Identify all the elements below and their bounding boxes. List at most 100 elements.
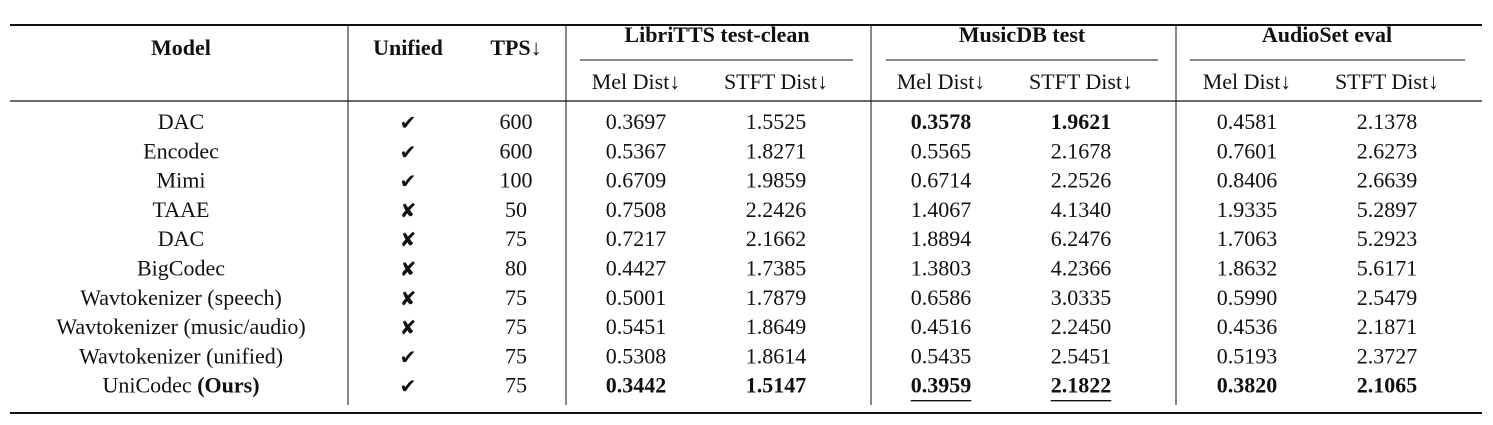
metric-value: 2.3727 — [1357, 343, 1418, 368]
metric-value: 1.9859 — [746, 168, 807, 193]
metric-value: 0.6586 — [911, 285, 972, 310]
metric-value: 2.5479 — [1357, 285, 1418, 310]
model-label: Mimi — [157, 168, 206, 193]
metric-value: 1.3803 — [911, 256, 972, 281]
metric-value: 2.2426 — [746, 197, 807, 222]
tps: 75 — [505, 226, 527, 251]
tps: 75 — [505, 343, 527, 368]
metric-value: 0.4516 — [911, 314, 972, 339]
metric-value: 1.4067 — [911, 197, 972, 222]
metric-value: 2.1662 — [746, 226, 807, 251]
metric-value: 2.1378 — [1357, 109, 1418, 134]
model-name: DAC — [158, 226, 204, 251]
metric-value: 0.6714 — [911, 168, 972, 193]
unified-mark: ✘ — [400, 198, 417, 222]
metric-value: 4.2366 — [1051, 256, 1112, 281]
model-name: TAAE — [153, 197, 210, 222]
unified-mark: ✔ — [400, 111, 417, 135]
metric-value: 1.7879 — [746, 285, 807, 310]
unified-mark: ✘ — [400, 257, 417, 281]
group-header: MusicDB test — [959, 22, 1086, 47]
metric-value: 0.5451 — [606, 314, 667, 339]
metric-value: 0.3820 — [1217, 373, 1278, 398]
metric-value: 1.9621 — [1051, 109, 1112, 134]
tps: 600 — [500, 109, 533, 134]
metric-value: 5.2897 — [1357, 197, 1418, 222]
group-header: AudioSet eval — [1262, 22, 1392, 47]
group-header: LibriTTS test-clean — [624, 22, 809, 47]
model-name: DAC — [158, 109, 204, 134]
metric-value: 2.5451 — [1051, 343, 1112, 368]
metric-value: 0.5435 — [911, 343, 972, 368]
metric-value: 0.6709 — [606, 168, 667, 193]
model-name: Wavtokenizer (speech) — [80, 285, 282, 310]
metric-value: 1.5147 — [746, 373, 807, 398]
metric-value: 0.5001 — [606, 285, 667, 310]
metric-value: 0.4536 — [1217, 314, 1278, 339]
unified-mark: ✘ — [400, 286, 417, 310]
metric-value: 0.7601 — [1217, 138, 1278, 163]
metric-value: 0.7217 — [606, 226, 667, 251]
metric-value: 1.8271 — [746, 138, 807, 163]
column-header: TPS↓ — [490, 35, 541, 60]
model-label: DAC — [158, 226, 204, 251]
metric-value: 0.5367 — [606, 138, 667, 163]
metric-value: 1.8894 — [911, 226, 972, 251]
metric-value: 2.6273 — [1357, 138, 1418, 163]
unified-mark: ✔ — [400, 345, 417, 369]
metric-value: 0.7508 — [606, 197, 667, 222]
metric-value: 0.5308 — [606, 343, 667, 368]
metric-value: 2.1871 — [1357, 314, 1418, 339]
unified-mark: ✔ — [400, 169, 417, 193]
model-name: BigCodec — [137, 256, 225, 281]
model-label: Wavtokenizer (music/audio) — [56, 314, 305, 339]
model-note: (Ours) — [197, 373, 259, 398]
model-name: Wavtokenizer (music/audio) — [56, 314, 305, 339]
tps: 50 — [505, 197, 527, 222]
tps: 600 — [500, 138, 533, 163]
metric-value: 0.3578 — [911, 109, 972, 134]
model-label: BigCodec — [137, 256, 225, 281]
model-label: UniCodec — [102, 373, 191, 398]
model-label: DAC — [158, 109, 204, 134]
subcolumn-header: Mel Dist↓ — [1203, 69, 1292, 94]
metric-value: 2.1065 — [1357, 373, 1418, 398]
model-name: UniCodec (Ours) — [102, 373, 259, 398]
metric-value: 0.3697 — [606, 109, 667, 134]
tps: 75 — [505, 314, 527, 339]
unified-mark: ✘ — [400, 228, 417, 252]
metric-value: 1.7385 — [746, 256, 807, 281]
metric-value: 1.8649 — [746, 314, 807, 339]
metric-value: 6.2476 — [1051, 226, 1112, 251]
tps: 75 — [505, 285, 527, 310]
metric-value: 0.5193 — [1217, 343, 1278, 368]
tps: 80 — [505, 256, 527, 281]
metric-value: 2.2526 — [1051, 168, 1112, 193]
subcolumn-header: STFT Dist↓ — [1335, 69, 1439, 94]
metric-value: 0.4427 — [606, 256, 667, 281]
metric-value: 1.8632 — [1217, 256, 1278, 281]
metric-value: 0.5990 — [1217, 285, 1278, 310]
metric-value: 5.2923 — [1357, 226, 1418, 251]
metric-value: 2.1678 — [1051, 138, 1112, 163]
metric-value: 2.1822 — [1051, 373, 1112, 398]
metric-value: 0.5565 — [911, 138, 972, 163]
model-name: Encodec — [143, 138, 219, 163]
model-label: Encodec — [143, 138, 219, 163]
metric-value: 5.6171 — [1357, 256, 1418, 281]
tps: 100 — [500, 168, 533, 193]
unified-mark: ✔ — [400, 374, 417, 398]
unified-mark: ✔ — [400, 140, 417, 164]
column-header: Model — [151, 35, 211, 60]
subcolumn-header: Mel Dist↓ — [897, 69, 986, 94]
metric-value: 0.3959 — [911, 373, 972, 398]
metric-value: 3.0335 — [1051, 285, 1112, 310]
model-name: Wavtokenizer (unified) — [79, 343, 283, 368]
metric-value: 1.7063 — [1217, 226, 1278, 251]
unified-mark: ✘ — [400, 316, 417, 340]
metric-value: 2.6639 — [1357, 168, 1418, 193]
subcolumn-header: Mel Dist↓ — [592, 69, 681, 94]
subcolumn-header: STFT Dist↓ — [724, 69, 828, 94]
metric-value: 1.8614 — [746, 343, 807, 368]
